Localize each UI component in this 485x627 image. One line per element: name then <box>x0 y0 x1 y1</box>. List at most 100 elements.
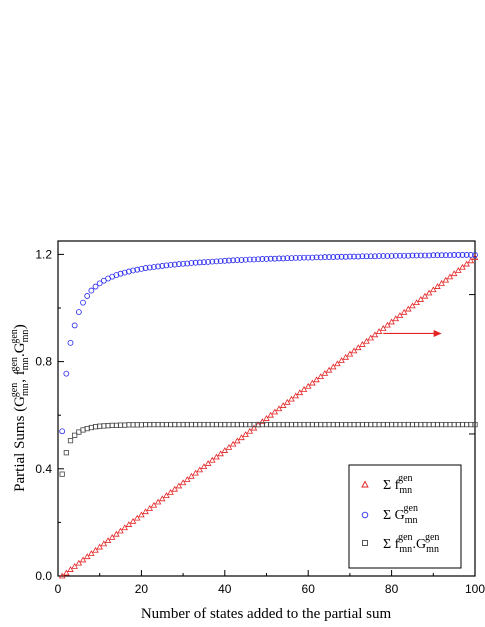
x-tick-label: 0 <box>55 582 62 596</box>
data-point-triangle <box>288 395 295 402</box>
data-point-circle <box>142 265 149 271</box>
annotations <box>383 329 442 337</box>
data-point-triangle <box>96 543 103 550</box>
data-point-triangle <box>250 424 258 431</box>
data-point-circle <box>92 283 99 290</box>
data-point-circle <box>459 252 466 258</box>
axis-ticks <box>57 253 476 577</box>
data-point-circle <box>405 252 412 259</box>
data-point-circle <box>384 253 391 259</box>
data-point-circle <box>167 261 174 268</box>
y-axis-title-suffix: ) <box>12 324 28 329</box>
data-point-triangle <box>117 527 124 534</box>
legend-label-f-sup: gen <box>398 473 412 484</box>
y-axis-title-sup3: gen <box>9 329 20 343</box>
y-tick-label: 1.2 <box>35 247 52 261</box>
data-point-circle <box>334 253 341 260</box>
series-fG-squares <box>59 421 478 477</box>
data-point-triangle <box>442 276 450 283</box>
data-point-circle <box>372 253 378 260</box>
y-axis-title-sup1: gen <box>9 383 20 397</box>
data-point-circle <box>330 254 337 260</box>
data-point-triangle <box>83 553 91 560</box>
data-point-circle <box>125 268 132 275</box>
data-point-circle <box>188 260 195 266</box>
y-tick-labels: 0.0 0.4 0.8 1.2 <box>35 247 52 583</box>
data-point-circle <box>155 263 161 270</box>
data-point-square <box>472 421 478 428</box>
y-axis-title: Partial Sums (Gmngen, fmngen.Gmngen) <box>9 324 31 492</box>
data-point-triangle <box>430 286 437 293</box>
data-point-circle <box>80 299 86 306</box>
data-point-circle <box>288 255 295 262</box>
x-axis-title: Number of states added to the partial su… <box>141 606 392 622</box>
series-G-circles <box>59 252 478 435</box>
x-tick-labels: 0 20 40 60 80 100 <box>55 582 485 596</box>
data-point-circle <box>309 254 316 261</box>
data-point-circle <box>180 260 187 267</box>
x-tick-label: 20 <box>135 582 149 596</box>
data-point-triangle <box>417 296 425 302</box>
data-point-circle <box>67 339 74 346</box>
data-point-triangle <box>213 453 220 460</box>
data-point-circle <box>292 254 299 261</box>
y-tick-label: 0.0 <box>35 569 52 583</box>
data-point-circle <box>430 252 437 259</box>
x-tick-label: 40 <box>218 582 232 596</box>
legend-label-G-sub: mn <box>405 515 418 526</box>
data-point-circle <box>417 252 424 259</box>
data-point-triangle <box>196 466 204 473</box>
data-point-triangle <box>325 366 333 373</box>
data-point-triangle <box>367 334 375 341</box>
data-point-circle <box>338 253 345 260</box>
data-point-triangle <box>379 324 387 331</box>
data-point-triangle <box>434 283 441 289</box>
data-point-circle <box>472 252 478 258</box>
legend-label-fG-sub2: mn <box>426 544 439 555</box>
data-point-circle <box>451 252 458 258</box>
data-point-triangle <box>334 360 341 367</box>
data-point-triangle <box>317 373 324 380</box>
data-point-triangle <box>88 550 95 556</box>
data-point-circle <box>388 253 395 259</box>
data-point-triangle <box>309 379 316 386</box>
y-tick-label: 0.4 <box>35 462 52 476</box>
legend-label-f-symbol: Σ f <box>383 478 400 493</box>
data-point-circle <box>313 254 320 261</box>
data-point-triangle <box>79 556 87 563</box>
data-point-circle <box>305 254 312 261</box>
data-point-circle <box>246 256 253 263</box>
data-point-circle <box>380 253 387 259</box>
data-point-triangle <box>279 402 287 408</box>
y-axis-title-prefix: Partial Sums ( <box>12 407 28 492</box>
data-point-circle <box>134 266 141 273</box>
data-point-circle <box>176 261 182 267</box>
data-point-triangle <box>183 476 191 482</box>
y-axis-title-dot: . <box>12 353 28 357</box>
data-point-circle <box>467 252 474 258</box>
data-point-circle <box>205 259 212 265</box>
data-point-triangle <box>242 431 249 437</box>
data-point-circle <box>276 255 282 262</box>
data-point-circle <box>342 253 349 260</box>
data-point-triangle <box>404 305 412 312</box>
data-point-triangle <box>388 318 395 325</box>
data-point-circle <box>426 252 433 259</box>
data-point-circle <box>317 254 324 261</box>
legend-label-fG-sup1: gen <box>398 532 412 543</box>
data-point-triangle <box>363 337 370 344</box>
data-point-triangle <box>67 566 74 572</box>
legend-label-f: Σ fmngen <box>383 473 413 496</box>
data-point-circle <box>71 322 78 329</box>
data-point-triangle <box>175 482 183 489</box>
data-point-circle <box>321 254 328 260</box>
data-point-triangle <box>296 389 304 396</box>
data-point-triangle <box>446 273 454 280</box>
annotation-arrow-head <box>433 329 442 337</box>
data-point-circle <box>355 253 362 260</box>
data-point-circle <box>242 256 249 263</box>
legend-label-f-sub: mn <box>399 485 412 496</box>
data-point-circle <box>397 252 403 259</box>
legend-label-fG-sup2: gen <box>425 532 439 543</box>
